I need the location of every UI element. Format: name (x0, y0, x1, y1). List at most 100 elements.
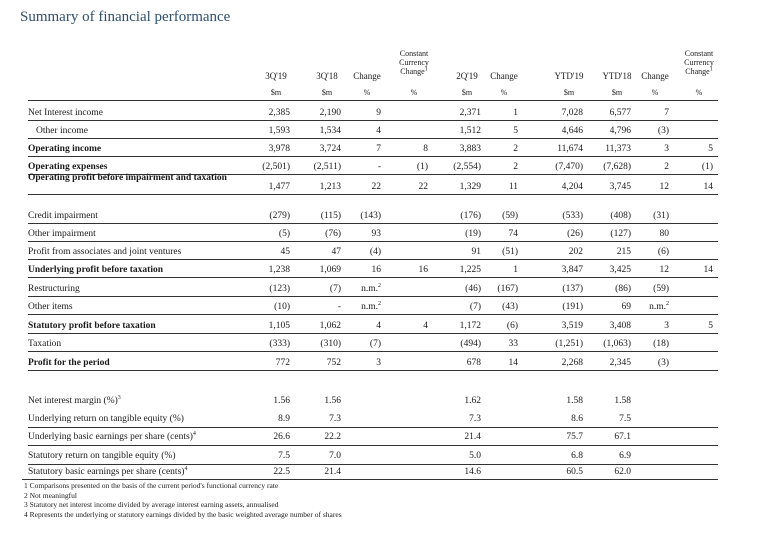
cell-value: 8 (423, 144, 428, 154)
cell-value: 3,745 (609, 182, 631, 192)
cell-value: 1,172 (459, 321, 481, 331)
cell-value: 69 (621, 302, 632, 312)
cell-value: 3,519 (561, 321, 583, 331)
cell-value: 4 (423, 321, 428, 331)
column-header: 3Q'19 (265, 71, 287, 81)
cell-value: (10) (274, 302, 290, 312)
cell-value: (115) (320, 211, 341, 221)
column-unit: $m (321, 88, 333, 97)
cell-value: 47 (331, 247, 342, 257)
cell-value: (137) (562, 284, 583, 294)
row-divider (28, 351, 718, 352)
row-divider (28, 333, 718, 334)
cell-value: (4) (369, 247, 381, 257)
row-label: Operating expenses (28, 162, 108, 172)
column-header: YTD'18 (602, 71, 632, 81)
cell-value: 1,534 (319, 126, 341, 136)
cell-value: 5 (513, 126, 518, 136)
cell-value: (1) (701, 162, 713, 172)
cell-value: 3,724 (319, 144, 341, 154)
cell-value: 33 (508, 339, 519, 349)
ratio-value: 21.4 (324, 467, 341, 477)
cell-value: n.m.2 (361, 282, 381, 294)
cell-value: (191) (562, 302, 583, 312)
cell-value: (26) (567, 229, 583, 239)
cell-value: 752 (326, 358, 341, 368)
cell-value: (46) (465, 284, 481, 294)
cell-value: 3,408 (609, 321, 631, 331)
cell-value: (167) (497, 284, 518, 294)
cell-value: 74 (508, 229, 519, 239)
row-divider (28, 223, 718, 224)
row-divider (28, 370, 718, 371)
cell-value: (5) (278, 229, 290, 239)
cell-value: (2,511) (313, 162, 341, 172)
cell-value: 2,371 (459, 108, 481, 118)
row-label: Taxation (28, 339, 62, 349)
cell-value: 12 (659, 182, 670, 192)
cell-value: 1,238 (268, 265, 290, 275)
cell-value: (3) (657, 126, 669, 136)
cell-value: 11 (508, 182, 518, 192)
cell-value: (18) (653, 339, 669, 349)
row-label: Operating income (28, 144, 102, 154)
cell-value: (279) (269, 211, 290, 221)
column-unit: % (695, 88, 703, 97)
column-header: Change (641, 71, 669, 81)
cell-value: 1,225 (459, 265, 481, 275)
cell-value: 9 (376, 108, 381, 118)
cell-value: 1 (513, 265, 518, 275)
cell-value: 4,646 (561, 126, 583, 136)
cell-value: (6) (506, 321, 518, 331)
footnote: 1 Comparisons presented on the basis of … (24, 481, 279, 490)
cell-value: 22 (418, 182, 429, 192)
cell-value: (51) (502, 247, 518, 257)
cell-value: (176) (460, 211, 481, 221)
column-header: Change (353, 71, 381, 81)
cell-value: (7,628) (603, 162, 631, 172)
cell-value: (310) (320, 339, 341, 349)
ratio-value: 26.6 (273, 432, 290, 442)
cell-value: 4 (376, 321, 381, 331)
ratio-value: 1.58 (614, 396, 631, 406)
cell-value: 1,593 (268, 126, 290, 136)
row-label: Other impairment (28, 229, 96, 239)
cell-value: 678 (466, 358, 481, 368)
ratio-value: 60.5 (566, 467, 583, 477)
ratio-value: 6.8 (571, 451, 583, 461)
cell-value: 5 (708, 321, 713, 331)
cell-value: (1) (416, 162, 428, 172)
cell-value: (76) (325, 229, 341, 239)
row-divider (28, 174, 718, 175)
ratio-value: 22.2 (324, 432, 341, 442)
cell-value: 91 (471, 247, 482, 257)
cell-value: (31) (653, 211, 669, 221)
ratio-label: Statutory basic earnings per share (cent… (28, 465, 188, 477)
ratio-divider (28, 427, 718, 428)
row-divider (28, 296, 718, 297)
cell-value: - (377, 162, 381, 172)
cell-value: (7,470) (555, 162, 583, 172)
cell-value: 2,345 (609, 358, 631, 368)
cell-value: 1,477 (268, 182, 290, 192)
row-label: Other income (36, 126, 88, 136)
cell-value: (3) (657, 358, 669, 368)
column-header: 2Q'19 (456, 71, 478, 81)
row-divider (28, 138, 718, 139)
cell-value: 4,796 (609, 126, 631, 136)
cell-value: 2 (513, 144, 518, 154)
cell-value: (494) (460, 339, 481, 349)
row-label: Profit from associates and joint venture… (28, 247, 182, 257)
cell-value: 80 (659, 229, 670, 239)
row-divider (28, 156, 718, 157)
cell-value: 2,190 (319, 108, 341, 118)
ratio-value: 22.5 (273, 467, 290, 477)
cell-value: 1,329 (459, 182, 481, 192)
cell-value: 7,028 (561, 108, 583, 118)
row-label: Statutory profit before taxation (28, 321, 156, 331)
ratio-value: 7.3 (329, 414, 341, 424)
cell-value: 1,069 (319, 265, 341, 275)
column-unit: $m (461, 88, 473, 97)
ratio-value: 62.0 (614, 467, 631, 477)
row-label: Credit impairment (28, 211, 98, 221)
